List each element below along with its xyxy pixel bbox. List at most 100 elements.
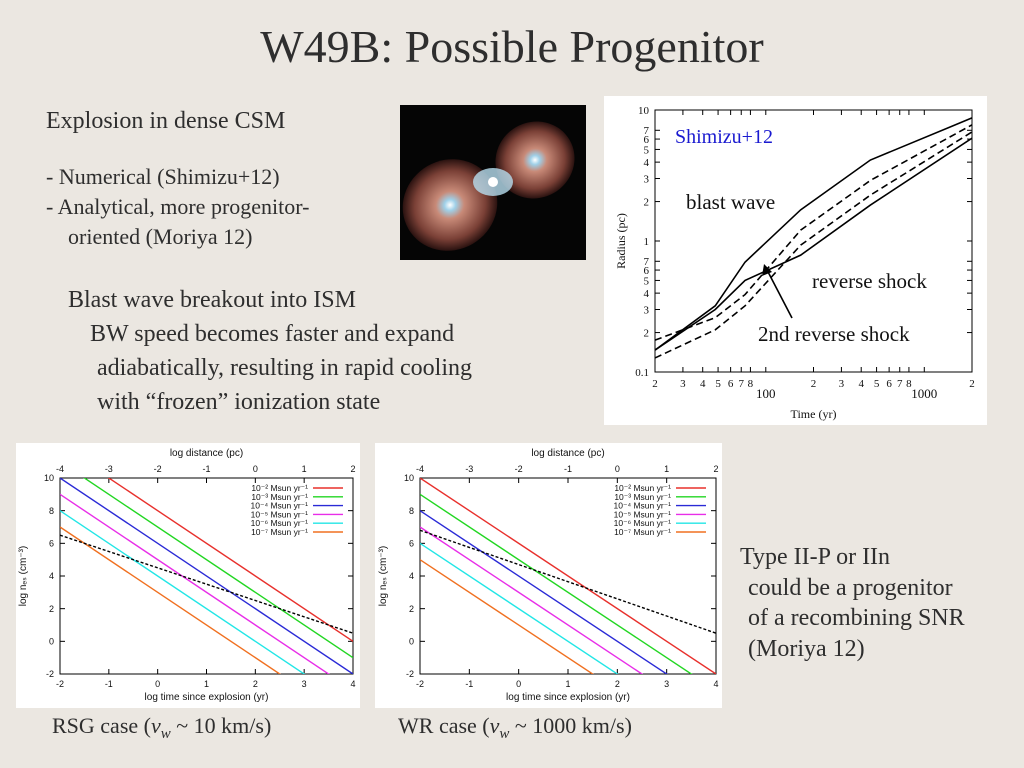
series-line [60, 526, 282, 674]
series-line [420, 493, 693, 674]
x2-tick-label: -3 [465, 464, 473, 474]
y-tick-label: 5 [644, 275, 650, 287]
lines [420, 478, 716, 674]
y-tick-label: 2 [644, 196, 650, 208]
arrowhead [762, 264, 772, 276]
series-line [420, 529, 716, 634]
line: could be a progenitor [748, 575, 953, 601]
x-tick-label: -2 [56, 679, 64, 689]
x-tick-label: 4 [713, 679, 718, 689]
line: - Analytical, more progenitor- [46, 194, 309, 219]
y-tick-label: 4 [644, 157, 650, 169]
heading: Explosion in dense CSM [46, 108, 285, 134]
y-tick-label: 3 [644, 173, 650, 185]
x-tick-label: -2 [416, 679, 424, 689]
y-tick-label: 2 [49, 604, 54, 614]
chart-panel [604, 96, 987, 425]
series-line [60, 510, 306, 674]
x2-tick-label: -1 [564, 464, 572, 474]
x-tick-label: 2 [615, 679, 620, 689]
legend-label: 10⁻⁶ Msun yr⁻¹ [614, 518, 672, 528]
y-tick-label: 3 [644, 304, 650, 316]
series-line [420, 510, 668, 674]
legend-label: 10⁻⁵ Msun yr⁻¹ [251, 509, 309, 519]
line: oriented (Moriya 12) [68, 224, 253, 249]
x-tick-label: 2 [969, 378, 975, 390]
legend-label: 10⁻³ Msun yr⁻¹ [614, 492, 671, 502]
x2-tick-label: 1 [664, 464, 669, 474]
series-line [60, 478, 353, 674]
legend-label: 10⁻² Msun yr⁻¹ [614, 483, 671, 493]
x-tick-label: 2 [811, 378, 817, 390]
line: of a recombining SNR [748, 605, 965, 631]
x-tick-label: 3 [302, 679, 307, 689]
x-tick-label: 3 [680, 378, 686, 390]
series-line [420, 559, 594, 674]
y-tick-label: 6 [409, 538, 414, 548]
x-tick-label: 7 [897, 378, 903, 390]
caption-text: ~ 1000 km/s) [509, 713, 632, 738]
y-tick-label: 8 [49, 506, 54, 516]
x2-tick-label: 0 [253, 464, 258, 474]
x-axis-label: Time (yr) [791, 407, 837, 421]
series-line [655, 124, 972, 341]
y-tick-label: 4 [409, 571, 414, 581]
y-tick-label: 10 [404, 473, 414, 483]
chart: -2 -1 0 1 2 3 4 -4 -3 -2 -1 0 1 2 -2 0 2 4 6 8 10 log time si… [375, 443, 722, 708]
y-tick-label: -2 [46, 669, 54, 679]
lines [60, 478, 353, 674]
x2-axis-label: log distance (pc) [170, 448, 243, 459]
caption: RSG case (vw ~ 10 km/s) [52, 713, 271, 742]
y-tick-label: 7 [644, 125, 650, 137]
x-axis-label: log time since explosion (yr) [145, 692, 269, 703]
annotation: reverse shock [812, 269, 927, 293]
y-tick-label: 6 [644, 265, 650, 277]
y-tick-label: -2 [406, 669, 414, 679]
legend-label: 10⁻⁵ Msun yr⁻¹ [614, 509, 672, 519]
y-axis-label: log nₑₛ (cm⁻³) [18, 546, 29, 607]
series-line [655, 131, 972, 359]
x-tick-label: 2 [652, 378, 658, 390]
y-tick-label: 2 [409, 604, 414, 614]
x2-tick-label: -2 [154, 464, 162, 474]
y-tick-label: 0 [49, 636, 54, 646]
y-tick-label: 4 [49, 571, 54, 581]
caption-var: v [490, 713, 500, 738]
x-tick-label: 1000 [911, 386, 937, 401]
caption-sub: w [499, 726, 509, 742]
chart: -2 -1 0 1 2 3 4 -4 -3 -2 -1 0 1 2 -2 0 2 4 6 8 10 log time si… [16, 443, 360, 708]
x-tick-label: 0 [516, 679, 521, 689]
x2-tick-label: -4 [56, 464, 64, 474]
caption: WR case (vw ~ 1000 km/s) [398, 713, 632, 742]
y-tick-label: 0 [409, 636, 414, 646]
y-tick-label: 5 [644, 144, 650, 156]
caption-text: RSG case ( [52, 713, 151, 738]
slide-title: W49B: Possible Progenitor [260, 21, 763, 72]
series-line [420, 542, 619, 674]
series-line [655, 117, 972, 351]
line: with “frozen” ionization state [97, 389, 380, 415]
y-tick-label: 1 [644, 236, 650, 248]
line: - Numerical (Shimizu+12) [46, 164, 280, 189]
y-tick-label: 10 [44, 473, 54, 483]
y-tick-label: 6 [644, 134, 650, 146]
x-tick-label: -1 [465, 679, 473, 689]
nebula-image [400, 105, 586, 260]
caption-text: WR case ( [398, 713, 490, 738]
x-tick-label: 3 [664, 679, 669, 689]
x-tick-label: -1 [105, 679, 113, 689]
legend-label: 10⁻⁴ Msun yr⁻¹ [251, 501, 309, 511]
x-tick-label: 0 [155, 679, 160, 689]
caption-var: v [151, 713, 161, 738]
legend-label: 10⁻⁶ Msun yr⁻¹ [251, 518, 309, 528]
intro: Explosion in dense CSM - Numerical (Shim… [46, 108, 309, 249]
y-tick-label: 0.1 [635, 367, 649, 379]
y-axis-label: log nₑₛ (cm⁻³) [378, 546, 389, 607]
y-tick-label: 8 [409, 506, 414, 516]
y-tick-label: 10 [638, 105, 650, 117]
x-tick-label: 4 [858, 378, 864, 390]
legend-label: 10⁻⁷ Msun yr⁻¹ [614, 527, 671, 537]
